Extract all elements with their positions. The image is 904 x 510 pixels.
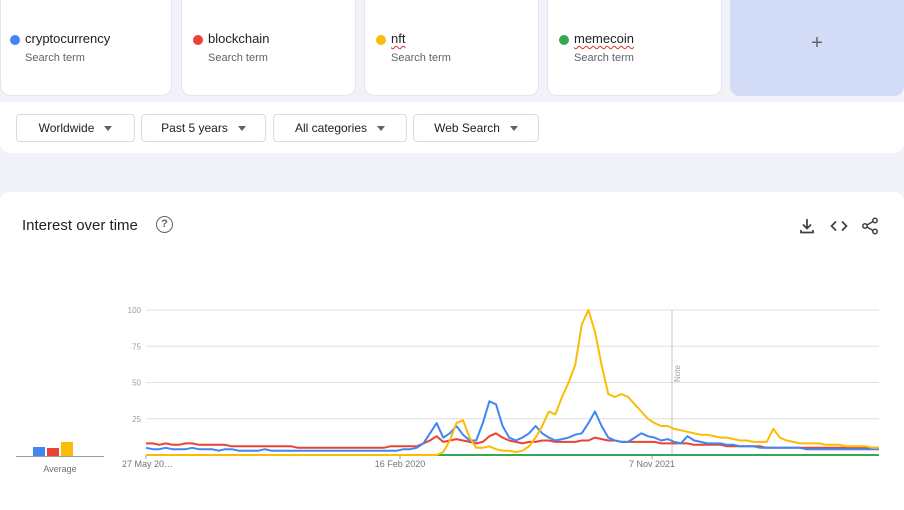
y-tick-label: 50 [132,379,141,388]
help-icon[interactable]: ? [156,216,173,233]
caret-down-icon [377,125,386,131]
search-type-select[interactable]: Web Search [413,114,539,142]
caret-down-icon [237,125,246,131]
term-name: blockchain [208,31,270,46]
category-select-label: All categories [294,121,368,135]
x-tick-label: 27 May 20… [122,459,173,469]
average-bars: Average [16,422,104,474]
term-type: Search term [574,52,634,64]
term-name: cryptocurrency [25,31,111,46]
caret-down-icon [509,125,518,131]
x-tick-label: 16 Feb 2020 [375,459,426,469]
average-label: Average [43,464,77,474]
search-type-select-label: Web Search [434,121,500,135]
term-type: Search term [208,52,268,64]
average-bar-blockchain [47,448,59,456]
term-card-4[interactable]: memecoin Search term [547,0,722,96]
category-select[interactable]: All categories [273,114,407,142]
term-name: nft [391,31,406,46]
term-card-2[interactable]: blockchain Search term [181,0,356,96]
region-select[interactable]: Worldwide [16,114,135,142]
plus-icon: + [811,32,823,54]
search-terms-bar: cryptocurrency Search term blockchain Se… [0,0,904,96]
average-bar-cryptocurrency [33,447,45,456]
caret-down-icon [104,125,113,131]
series-color-dot [559,35,569,45]
average-baseline [16,456,104,457]
series-color-dot [10,35,20,45]
interest-line-chart[interactable]: 100 75 50 25 27 May 20… 16 Feb 2020 7 Nov 2021… [104,292,884,474]
series-line-cryptocurrency [145,400,879,452]
series-line-nft [146,309,879,456]
term-type: Search term [25,52,85,64]
download-icon[interactable] [797,216,817,236]
term-name: memecoin [574,31,634,46]
series-color-dot [193,35,203,45]
average-bar-nft [61,441,73,456]
region-select-label: Worldwide [38,121,95,135]
time-range-select-label: Past 5 years [161,121,228,135]
time-range-select[interactable]: Past 5 years [141,114,266,142]
y-tick-label: 25 [132,415,141,424]
y-tick-label: 100 [128,306,142,315]
term-card-3[interactable]: nft Search term [364,0,539,96]
panel-title: Interest over time [22,217,138,234]
x-tick-label: 7 Nov 2021 [629,459,675,469]
share-icon[interactable] [860,216,880,236]
note-label: Note [673,365,682,382]
y-tick-label: 75 [132,342,141,351]
series-color-dot [376,35,386,45]
add-comparison-button[interactable]: + [730,0,904,96]
interest-over-time-panel: Interest over time ? Average 100 75 50 25 27… [0,192,904,510]
term-card-1[interactable]: cryptocurrency Search term [0,0,172,96]
filter-bar: Worldwide Past 5 years All categories We… [0,102,904,153]
term-type: Search term [391,52,451,64]
embed-code-icon[interactable] [829,216,849,236]
